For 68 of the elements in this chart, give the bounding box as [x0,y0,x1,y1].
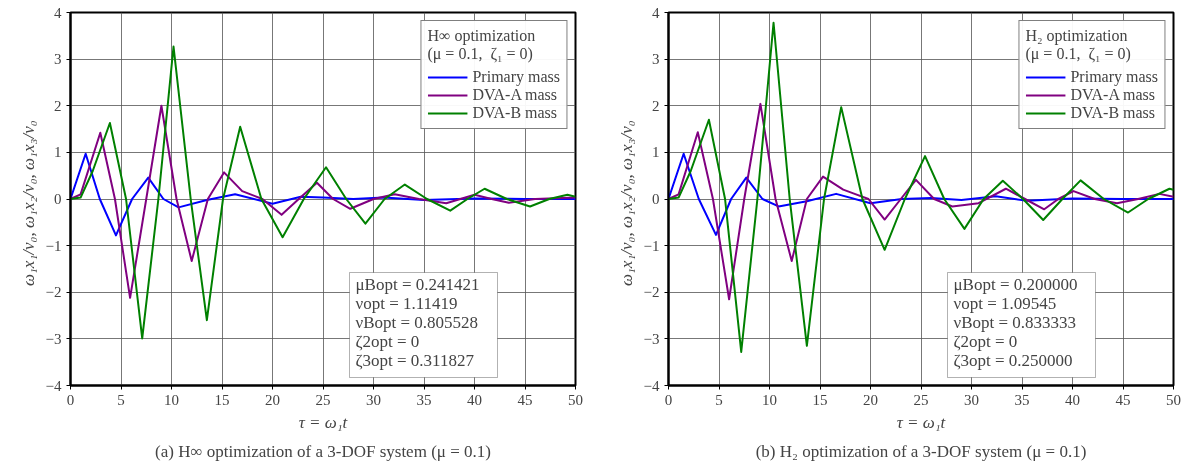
x-tick-label: 15 [812,391,828,408]
legend-label: Primary mass [472,68,560,86]
text: (a) H∞ optimization of a 3-DOF system (μ = 0.1) [155,441,491,461]
y-tick-label: −3 [643,330,660,347]
y-tick-label: −2 [45,284,62,301]
annotation: νBopt = 0.833333 [953,312,1077,332]
y-tick-label: 2 [652,97,660,114]
x-tick-label: 25 [315,391,331,408]
legend-label: DVA-A mass [472,86,558,104]
legend-label: DVA-A mass [1070,86,1156,104]
x-tick-label: 45 [1115,391,1131,408]
line-series [668,21,1174,353]
annotation: ζ3opt = 0.250000 [953,350,1073,370]
x-tick-label: 15 [214,391,230,408]
legend-label: DVA-B mass [472,104,558,122]
x-tick-label: 20 [265,391,280,408]
x-axis-title: τ = ω₁t [298,412,349,432]
x-tick-label: 30 [964,391,979,408]
y-tick-label: −4 [643,377,660,394]
y-tick-label: 1 [54,144,62,161]
y-tick-label: 4 [54,4,62,21]
y-tick-label: 0 [652,191,660,207]
y-axis-title: ω₁x₁/v₀, ω₁x₂/v₀, ω₁x₃/v₀ [18,120,38,287]
x-tick-label: 10 [164,391,179,408]
x-tick-label: 20 [863,391,878,408]
y-tick-label: 4 [652,4,660,21]
x-tick-label: 35 [1014,391,1030,408]
line-series [70,152,576,237]
annotation: νBopt = 0.805528 [355,312,479,332]
y-tick-label: −4 [45,377,62,394]
annotation: μBopt = 0.200000 [953,274,1078,294]
x-tick-label: 5 [715,391,723,408]
y-tick-label: 3 [54,51,62,68]
annotation: ζ3opt = 0.311827 [355,350,475,370]
x-tick-label: 25 [913,391,929,408]
text: (b) H₂ optimization of a 3-DOF system (μ = 0.1) [755,441,1087,461]
y-tick-label: −1 [643,237,660,254]
line-series [668,152,1174,236]
y-tick-label: −3 [45,330,62,347]
line-series [70,104,576,299]
y-tick-label: −2 [643,284,660,301]
x-tick-label: 0 [664,391,673,408]
x-tick-label: 40 [1065,391,1080,408]
x-tick-label: 40 [467,391,482,408]
annotation: ζ2opt = 0 [355,331,420,351]
x-tick-label: 50 [1166,391,1181,408]
x-tick-label: 50 [568,391,583,408]
legend-title: H∞ optimization (μ = 0.1, ζ₁ = 0) [427,27,537,63]
annotation: ζ2opt = 0 [953,331,1018,351]
legend-title: H₂ optimization (μ = 0.1, ζ₁ = 0) [1025,27,1132,63]
annotation: μBopt = 0.241421 [355,274,480,294]
x-tick-label: 45 [517,391,533,408]
x-axis-title: τ = ω₁t [896,412,947,432]
legend-label: DVA-B mass [1070,104,1156,122]
legend-label: Primary mass [1070,68,1158,86]
y-tick-label: 1 [652,144,660,161]
x-tick-label: 0 [66,391,75,408]
x-tick-label: 30 [366,391,381,408]
annotation: νopt = 1.11419 [355,293,458,313]
x-tick-label: 35 [416,391,432,408]
annotation: νopt = 1.09545 [953,293,1057,313]
y-axis-title: ω₁x₁/v₀, ω₁x₂/v₀, ω₁x₃/v₀ [616,120,636,287]
x-tick-label: 10 [762,391,777,408]
y-tick-label: 2 [54,97,62,114]
y-tick-label: 3 [652,51,660,68]
x-tick-label: 5 [117,391,125,408]
y-tick-label: 0 [54,191,62,207]
y-tick-label: −1 [45,237,62,254]
